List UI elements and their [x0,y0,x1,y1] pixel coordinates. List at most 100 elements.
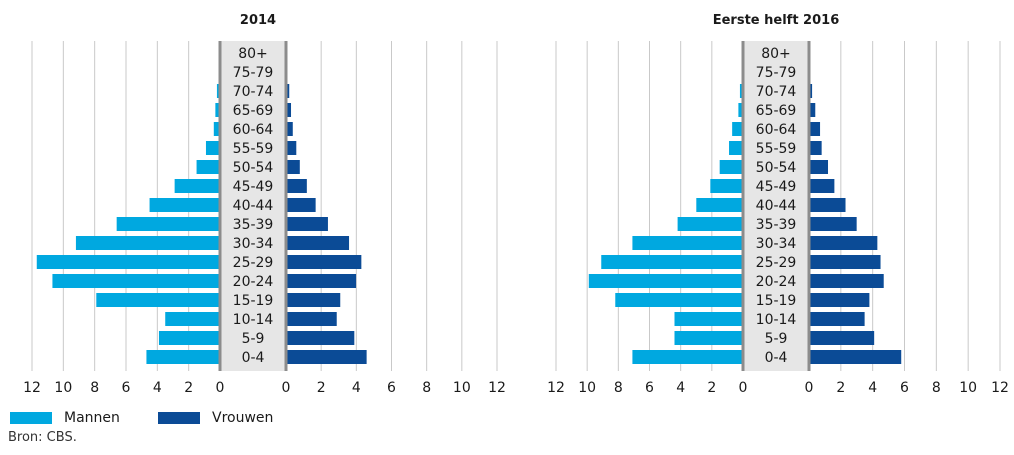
panel2-bar-vrouwen-15-19 [810,293,870,307]
panel1-age-label: 45-49 [233,179,274,195]
panel2-bar-vrouwen-50-54 [810,160,829,174]
panel2-age-label: 15-19 [756,293,797,309]
panel1-age-label-band [220,41,286,371]
panel2-bar-mannen-45-49 [710,179,742,193]
panel1-tick-label-left: 10 [54,380,72,396]
panel2-tick-label-left: 2 [707,380,716,396]
panel1-tick-label-right: 10 [453,380,471,396]
panel1-bar-mannen-30-34 [75,236,219,250]
panel1-bar-mannen-65-69 [215,103,219,117]
panel1-bar-mannen-5-9 [158,331,219,345]
panel1-bar-vrouwen-50-54 [287,160,300,174]
panel1-age-label: 25-29 [233,255,274,271]
panel1-age-label: 10-14 [233,312,274,328]
panel2-bar-vrouwen-20-24 [810,274,884,288]
panel2-age-label: 55-59 [756,141,797,157]
panel2-tick-label-right: 4 [868,380,877,396]
panel1-bar-mannen-40-44 [149,198,219,212]
legend-item-mannen: Mannen [10,408,120,428]
panel1-bar-mannen-50-54 [196,160,219,174]
panel1-age-label: 20-24 [233,274,274,290]
panel2-tick-label-right: 10 [959,380,977,396]
panel2-bar-vrouwen-65-69 [810,103,816,117]
panel1-bar-vrouwen-30-34 [287,236,350,250]
panel1-age-label: 0-4 [242,350,265,366]
panel2-tick-label-left: 12 [547,380,565,396]
panel1-bar-mannen-15-19 [96,293,219,307]
panel1-bar-vrouwen-0-4 [287,350,367,364]
panel2-bar-vrouwen-25-29 [810,255,881,269]
legend-swatch-mannen [10,412,52,424]
panel2-bar-vrouwen-10-14 [810,312,865,326]
panel1-tick-label-left: 6 [122,380,131,396]
panel2-age-label: 65-69 [756,103,797,119]
panel2-bar-vrouwen-30-34 [810,236,878,250]
panel2-tick-label-left: 6 [645,380,654,396]
panel1-tick-label-right: 12 [488,380,506,396]
panel1-age-label: 80+ [238,46,268,62]
panel2-tick-label-right: 0 [805,380,814,396]
panel2-age-label: 45-49 [756,179,797,195]
panel2-age-label: 80+ [761,46,791,62]
panel1-bar-mannen-0-4 [146,350,219,364]
panel2-bar-mannen-30-34 [632,236,742,250]
panel1-tick-label-left: 12 [23,380,41,396]
panel2-bar-mannen-40-44 [696,198,742,212]
panel2-tick-label-right: 6 [900,380,909,396]
panel2-bar-vrouwen-40-44 [810,198,846,212]
panel1-bar-mannen-20-24 [52,274,219,288]
legend-item-vrouwen: Vrouwen [158,408,273,428]
panel1-age-label: 40-44 [233,198,274,214]
panel2-tick-label-left: 10 [578,380,596,396]
panel1-bar-vrouwen-15-19 [287,293,341,307]
panel2-tick-label-right: 2 [836,380,845,396]
panel2-bar-mannen-50-54 [719,160,742,174]
panel2-title: Eerste helft 2016 [713,13,840,28]
panel2-bar-vrouwen-45-49 [810,179,835,193]
pyramid-charts: 2014 0-4 5-9 10-14 15-19 20-24 25-29 30-34 35-39… [23,13,1009,396]
panel2-bar-mannen-55-59 [729,141,742,155]
panel2-age-label: 20-24 [756,274,797,290]
panel2-bar-mannen-10-14 [674,312,742,326]
panel2-bar-vrouwen-55-59 [810,141,822,155]
panel1-bar-vrouwen-60-64 [287,122,293,136]
panel1-age-label: 50-54 [233,160,274,176]
panel1-bar-vrouwen-35-39 [287,217,328,231]
panel2-bar-vrouwen-5-9 [810,331,875,345]
panel1-age-label: 55-59 [233,141,274,157]
panel2-age-label: 70-74 [756,84,797,100]
panel1-bar-vrouwen-55-59 [287,141,297,155]
panel1-tick-label-left: 0 [216,380,225,396]
panel2-bar-mannen-15-19 [615,293,742,307]
panel1-bar-vrouwen-20-24 [287,274,357,288]
panel2-bar-mannen-70-74 [739,84,742,98]
panel1-bar-mannen-70-74 [216,84,219,98]
panel1-age-label: 70-74 [233,84,274,100]
panel2-bar-mannen-25-29 [601,255,742,269]
panel2-bar-mannen-65-69 [738,103,742,117]
panel1-age-label: 60-64 [233,122,274,138]
panel1-tick-label-right: 0 [282,380,291,396]
panel1-bar-mannen-45-49 [174,179,219,193]
panel2-tick-label-right: 8 [932,380,941,396]
panel1-age-label: 5-9 [242,331,265,347]
panel2-tick-label-left: 4 [676,380,685,396]
panel1-bar-vrouwen-65-69 [287,103,292,117]
panel2-age-label: 30-34 [756,236,797,252]
panel1-tick-label-left: 2 [184,380,193,396]
panel2-bar-vrouwen-60-64 [810,122,821,136]
panel2-bar-mannen-35-39 [677,217,742,231]
panel1-bar-mannen-35-39 [116,217,219,231]
legend-label-mannen: Mannen [64,410,120,426]
panel1-bar-mannen-60-64 [213,122,219,136]
panel1-bar-vrouwen-40-44 [287,198,316,212]
panel1-tick-label-left: 8 [90,380,99,396]
panel1-title: 2014 [240,13,276,28]
panel2-age-label: 75-79 [756,65,797,81]
panel2-age-label: 5-9 [765,331,788,347]
panel1-bar-mannen-25-29 [36,255,219,269]
panel1-tick-label-right: 2 [317,380,326,396]
panel2-age-label: 0-4 [765,350,788,366]
panel1-bar-vrouwen-70-74 [287,84,290,98]
panel1-age-label: 30-34 [233,236,274,252]
